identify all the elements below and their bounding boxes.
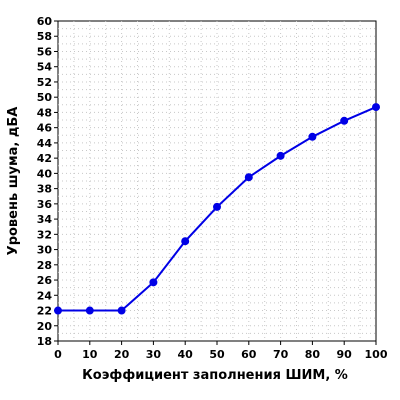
- x-tick-label: 70: [273, 348, 289, 361]
- data-point: [372, 103, 380, 112]
- y-tick-label: 28: [37, 259, 52, 272]
- y-tick-label: 32: [37, 228, 52, 241]
- y-tick-label: 24: [37, 289, 53, 302]
- y-tick-label: 46: [37, 122, 53, 135]
- x-tick-label: 40: [178, 348, 194, 361]
- data-point: [244, 173, 253, 182]
- data-point: [181, 237, 190, 246]
- y-tick-label: 52: [37, 76, 52, 89]
- y-tick-label: 56: [37, 45, 53, 58]
- x-axis-title: Коэффициент заполнения ШИМ, %: [82, 368, 348, 383]
- y-tick-label: 18: [37, 335, 52, 348]
- data-point: [276, 151, 285, 160]
- x-tick-label: 30: [146, 348, 162, 361]
- x-tick-label: 80: [305, 348, 321, 361]
- x-tick-label: 10: [82, 348, 98, 361]
- y-tick-label: 60: [37, 15, 53, 28]
- series: [54, 103, 380, 315]
- data-point: [308, 132, 317, 141]
- y-tick-label: 22: [37, 305, 52, 318]
- y-tick-label: 34: [37, 213, 53, 226]
- y-tick-label: 20: [37, 320, 53, 333]
- data-point: [85, 306, 94, 315]
- data-point: [213, 202, 221, 211]
- y-tick-label: 50: [37, 91, 53, 104]
- x-tick-label: 20: [114, 348, 130, 361]
- x-tick-label: 50: [209, 348, 225, 361]
- grid: [58, 21, 376, 341]
- y-tick-label: 38: [37, 183, 52, 196]
- y-tick-label: 36: [37, 198, 53, 211]
- y-tick-label: 26: [37, 274, 53, 287]
- y-tick-label: 40: [37, 167, 53, 180]
- x-tick-label: 0: [54, 348, 62, 361]
- y-tick-label: 54: [37, 61, 53, 74]
- data-point: [149, 278, 158, 287]
- y-tick-label: 30: [37, 244, 53, 257]
- x-axis-ticks: 0 10 20 30 40 50 60 70 80 90 100: [54, 341, 388, 361]
- data-point: [340, 116, 349, 125]
- y-tick-label: 44: [37, 137, 53, 150]
- y-tick-label: 42: [37, 152, 52, 165]
- x-tick-label: 90: [337, 348, 353, 361]
- data-point: [54, 306, 62, 315]
- x-tick-label: 60: [241, 348, 257, 361]
- y-axis-ticks: 18 20 22 24 26 28 30 32 34 36 38 40 42 44 46 48 50 52 54 56…: [37, 15, 58, 348]
- y-tick-label: 48: [37, 106, 52, 119]
- data-point: [117, 306, 126, 315]
- y-axis-title: Уровень шума, дБА: [6, 107, 21, 256]
- x-tick-label: 100: [365, 348, 388, 361]
- y-tick-label: 58: [37, 30, 52, 43]
